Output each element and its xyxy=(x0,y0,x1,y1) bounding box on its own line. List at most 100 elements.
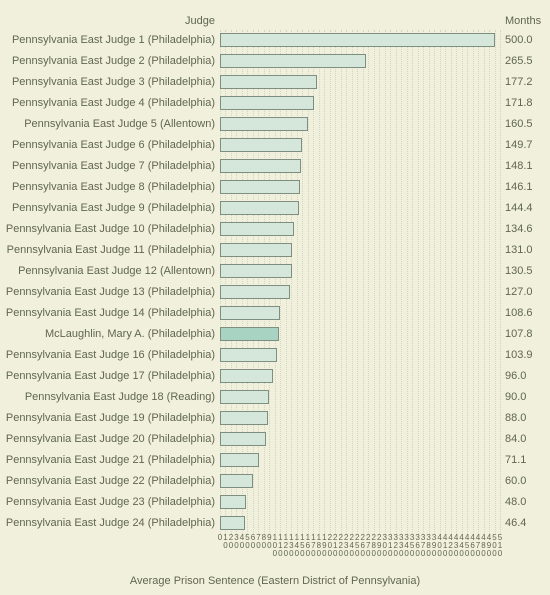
bar xyxy=(220,474,253,488)
judge-label: Pennsylvania East Judge 21 (Philadelphia… xyxy=(0,450,215,471)
header-judge: Judge xyxy=(185,15,215,27)
bar xyxy=(220,96,314,110)
bar xyxy=(220,306,280,320)
months-value: 90.0 xyxy=(505,387,545,408)
months-value: 60.0 xyxy=(505,471,545,492)
bar xyxy=(220,138,302,152)
judge-label: Pennsylvania East Judge 11 (Philadelphia… xyxy=(0,240,215,261)
chart-row: Pennsylvania East Judge 19 (Philadelphia… xyxy=(0,408,550,429)
judge-label: Pennsylvania East Judge 5 (Allentown) xyxy=(0,114,215,135)
bar xyxy=(220,348,277,362)
chart-row: Pennsylvania East Judge 5 (Allentown)160… xyxy=(0,114,550,135)
chart-row: Pennsylvania East Judge 20 (Philadelphia… xyxy=(0,429,550,450)
bar-area xyxy=(220,513,500,534)
bar xyxy=(220,327,279,341)
chart-row: Pennsylvania East Judge 10 (Philadelphia… xyxy=(0,219,550,240)
bar-area xyxy=(220,450,500,471)
chart-row: Pennsylvania East Judge 24 (Philadelphia… xyxy=(0,513,550,534)
bar xyxy=(220,159,301,173)
bar-area xyxy=(220,408,500,429)
months-value: 96.0 xyxy=(505,366,545,387)
chart-row: McLaughlin, Mary A. (Philadelphia) 107.8 xyxy=(0,324,550,345)
chart-row: Pennsylvania East Judge 2 (Philadelphia)… xyxy=(0,51,550,72)
chart-row: Pennsylvania East Judge 8 (Philadelphia)… xyxy=(0,177,550,198)
bar xyxy=(220,201,299,215)
bar-area xyxy=(220,198,500,219)
judge-label: Pennsylvania East Judge 22 (Philadelphia… xyxy=(0,471,215,492)
chart-row: Pennsylvania East Judge 17 (Philadelphia… xyxy=(0,366,550,387)
months-value: 88.0 xyxy=(505,408,545,429)
bar xyxy=(220,33,495,47)
x-axis-title: Average Prison Sentence (Eastern Distric… xyxy=(0,575,550,587)
months-value: 130.5 xyxy=(505,261,545,282)
chart-row: Pennsylvania East Judge 13 (Philadelphia… xyxy=(0,282,550,303)
bar-area xyxy=(220,345,500,366)
bar xyxy=(220,222,294,236)
chart-row: Pennsylvania East Judge 1 (Philadelphia)… xyxy=(0,30,550,51)
bar-area xyxy=(220,492,500,513)
months-value: 107.8 xyxy=(505,324,545,345)
months-value: 171.8 xyxy=(505,93,545,114)
months-value: 131.0 xyxy=(505,240,545,261)
months-value: 177.2 xyxy=(505,72,545,93)
months-value: 103.9 xyxy=(505,345,545,366)
judge-label: Pennsylvania East Judge 20 (Philadelphia… xyxy=(0,429,215,450)
chart-row: Pennsylvania East Judge 9 (Philadelphia)… xyxy=(0,198,550,219)
bar xyxy=(220,117,308,131)
bar-area xyxy=(220,366,500,387)
judge-label: Pennsylvania East Judge 17 (Philadelphia… xyxy=(0,366,215,387)
months-value: 265.5 xyxy=(505,51,545,72)
months-value: 127.0 xyxy=(505,282,545,303)
bar xyxy=(220,453,259,467)
bar-area xyxy=(220,93,500,114)
chart-row: Pennsylvania East Judge 4 (Philadelphia)… xyxy=(0,93,550,114)
bar-area xyxy=(220,429,500,450)
judge-label: Pennsylvania East Judge 4 (Philadelphia) xyxy=(0,93,215,114)
months-value: 108.6 xyxy=(505,303,545,324)
judge-label: Pennsylvania East Judge 9 (Philadelphia) xyxy=(0,198,215,219)
chart-row: Pennsylvania East Judge 14 (Philadelphia… xyxy=(0,303,550,324)
bar-area xyxy=(220,135,500,156)
bar-area xyxy=(220,72,500,93)
column-headers: Judge Months xyxy=(0,15,550,31)
bar xyxy=(220,369,273,383)
bar xyxy=(220,432,266,446)
months-value: 134.6 xyxy=(505,219,545,240)
judge-label: Pennsylvania East Judge 16 (Philadelphia… xyxy=(0,345,215,366)
bar xyxy=(220,495,246,509)
months-value: 144.4 xyxy=(505,198,545,219)
bar-area xyxy=(220,303,500,324)
chart-row: Pennsylvania East Judge 21 (Philadelphia… xyxy=(0,450,550,471)
bar xyxy=(220,54,366,68)
judge-label: Pennsylvania East Judge 7 (Philadelphia) xyxy=(0,156,215,177)
bar-area xyxy=(220,156,500,177)
chart-row: Pennsylvania East Judge 3 (Philadelphia)… xyxy=(0,72,550,93)
judge-label: Pennsylvania East Judge 1 (Philadelphia) xyxy=(0,30,215,51)
bar xyxy=(220,180,300,194)
judge-label: Pennsylvania East Judge 6 (Philadelphia) xyxy=(0,135,215,156)
header-months: Months xyxy=(505,15,541,27)
x-axis: 0102030405060708090100110120130140150160… xyxy=(220,534,500,574)
judge-label: Pennsylvania East Judge 2 (Philadelphia) xyxy=(0,51,215,72)
bar xyxy=(220,411,268,425)
chart-row: Pennsylvania East Judge 12 (Allentown)13… xyxy=(0,261,550,282)
judge-label: Pennsylvania East Judge 18 (Reading) xyxy=(0,387,215,408)
chart-row: Pennsylvania East Judge 18 (Reading) 90.0 xyxy=(0,387,550,408)
months-value: 46.4 xyxy=(505,513,545,534)
bar-area xyxy=(220,471,500,492)
bar-area xyxy=(220,387,500,408)
judge-label: Pennsylvania East Judge 24 (Philadelphia… xyxy=(0,513,215,534)
chart-row: Pennsylvania East Judge 23 (Philadelphia… xyxy=(0,492,550,513)
months-value: 149.7 xyxy=(505,135,545,156)
bar xyxy=(220,516,245,530)
x-tick: 510 xyxy=(495,534,505,558)
judge-label: McLaughlin, Mary A. (Philadelphia) xyxy=(0,324,215,345)
bar xyxy=(220,285,290,299)
bar xyxy=(220,390,269,404)
chart-container: Judge Months Pennsylvania East Judge 1 (… xyxy=(0,0,550,595)
chart-row: Pennsylvania East Judge 16 (Philadelphia… xyxy=(0,345,550,366)
bar xyxy=(220,264,292,278)
chart-row: Pennsylvania East Judge 22 (Philadelphia… xyxy=(0,471,550,492)
bar-area xyxy=(220,114,500,135)
bar-area xyxy=(220,51,500,72)
